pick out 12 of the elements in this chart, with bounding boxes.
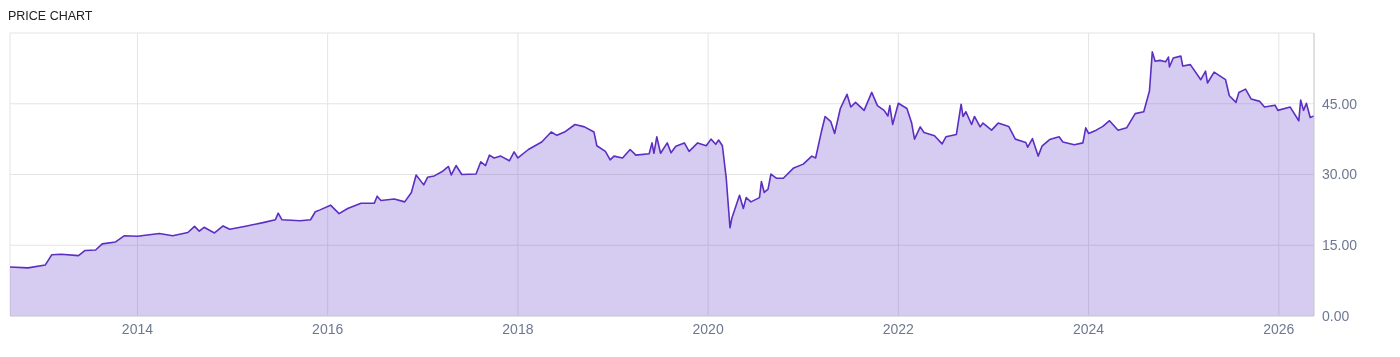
x-tick-label: 2022 [882, 320, 915, 337]
chart-title: PRICE CHART [8, 8, 94, 25]
x-tick-label: 2018 [502, 320, 534, 337]
y-tick-label: 0.00 [1322, 307, 1350, 324]
y-tick-label: 45.00 [1322, 95, 1358, 112]
x-tick-label: 2026 [1263, 320, 1295, 337]
x-tick-label: 2014 [121, 320, 154, 337]
y-tick-label: 30.00 [1322, 166, 1358, 183]
x-tick-label: 2024 [1073, 320, 1105, 337]
x-tick-label: 2020 [692, 320, 724, 337]
y-tick-label: 15.00 [1322, 237, 1358, 254]
x-tick-label: 2016 [312, 320, 344, 337]
